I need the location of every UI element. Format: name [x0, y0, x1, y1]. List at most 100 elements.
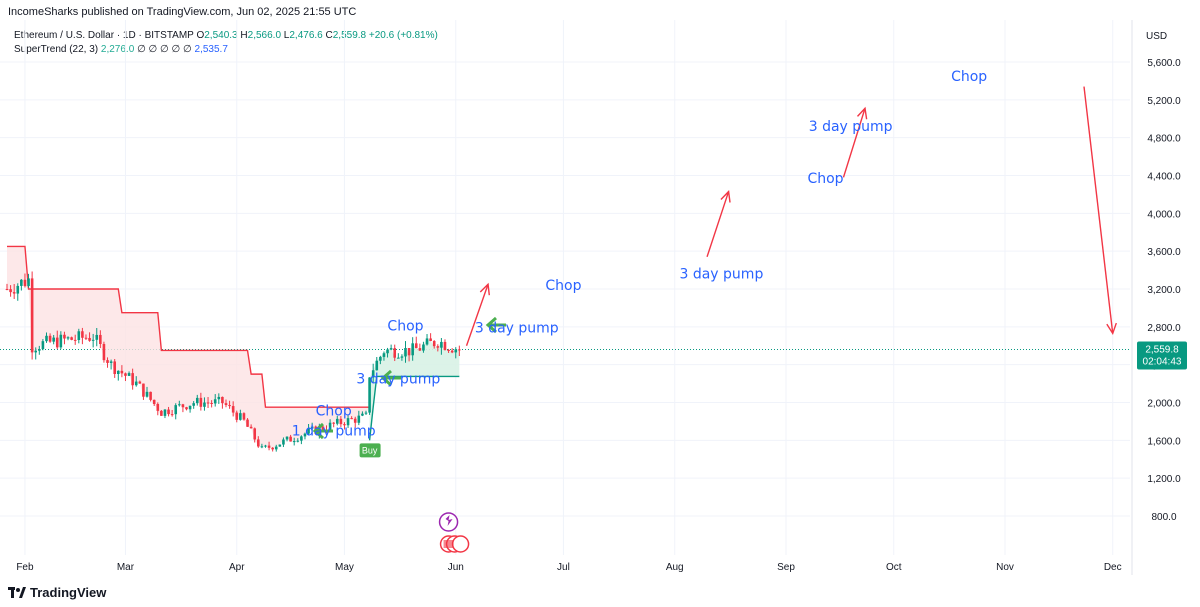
- x-axis[interactable]: Feb Mar Apr May Jun Jul Aug Sep Oct Nov Dec: [16, 562, 1121, 573]
- candle-body: [34, 350, 38, 353]
- y-tick-label: 4,000.0: [1147, 209, 1181, 220]
- annotation-label: 3 day pump: [356, 372, 440, 388]
- x-tick-label: Sep: [777, 562, 795, 573]
- supertrend-bull-area: [369, 338, 460, 441]
- flag-icon: [443, 540, 454, 548]
- candle-body: [332, 422, 335, 424]
- candle-body: [422, 344, 425, 351]
- indicator-legend[interactable]: SuperTrend (22, 3) 2,276.0 ∅ ∅ ∅ ∅ ∅ 2,5…: [14, 44, 228, 55]
- price-tag-countdown: 02:04:43: [1143, 357, 1182, 368]
- candle-body: [95, 334, 99, 340]
- candle-body: [160, 410, 163, 416]
- x-tick-label: Nov: [996, 562, 1014, 573]
- projection-arrow-head: [856, 106, 868, 120]
- x-tick-label: Oct: [886, 562, 902, 573]
- symbol-legend: Ethereum / U.S. Dollar · 1D · BITSTAMP O…: [14, 30, 438, 41]
- candle-body: [203, 402, 206, 407]
- candle-body: [228, 405, 231, 407]
- supertrend-fill: [7, 246, 460, 450]
- indicator-value: 2,276.0: [100, 44, 135, 55]
- candle-body: [12, 292, 16, 294]
- candle-body: [127, 373, 131, 376]
- candle-body: [443, 341, 447, 350]
- candle-body: [289, 436, 292, 442]
- candle-body: [116, 370, 120, 375]
- candle-body: [120, 370, 124, 374]
- y-tick-label: 5,600.0: [1147, 58, 1181, 69]
- y-tick-label: 2,000.0: [1147, 399, 1181, 410]
- candle-body: [70, 337, 73, 340]
- annotation-label: 3 day pump: [809, 119, 893, 135]
- candle-body: [429, 338, 432, 342]
- candle-body: [81, 331, 84, 338]
- candle-body: [249, 426, 253, 429]
- candle-body: [213, 399, 217, 404]
- candle-body: [253, 428, 257, 440]
- candles: [5, 271, 461, 452]
- projection-arrow-head: [1106, 322, 1117, 336]
- economic-event-icon[interactable]: [451, 535, 470, 553]
- candle-body: [357, 415, 361, 423]
- candle-body: [257, 439, 260, 447]
- y-tick-label: 2,800.0: [1147, 323, 1181, 334]
- candle-body: [400, 356, 404, 358]
- candle-body: [343, 424, 346, 426]
- y-axis[interactable]: 800.01,200.01,600.02,000.02,400.02,800.0…: [1131, 20, 1181, 575]
- price-tag-box: [1137, 341, 1187, 370]
- candle-body: [418, 348, 422, 351]
- currency-label[interactable]: USD: [1146, 31, 1168, 42]
- x-tick-label: Mar: [117, 562, 135, 573]
- candle-body: [185, 407, 188, 410]
- candle-body: [55, 337, 59, 348]
- green-arrow-2-head: [380, 369, 392, 387]
- candle-body: [9, 289, 12, 293]
- indicator-value-2: 2,535.7: [194, 44, 228, 55]
- candle-body: [368, 377, 371, 413]
- candle-body: [170, 414, 174, 416]
- candle-body: [134, 381, 138, 386]
- candle-body: [242, 413, 246, 420]
- price-tag-value: 2,559.8: [1145, 345, 1179, 356]
- candle-body: [30, 278, 34, 353]
- candle-body: [371, 370, 375, 378]
- candle-body: [389, 348, 393, 350]
- candle-body: [221, 396, 224, 404]
- candle-body: [321, 426, 325, 430]
- candle-body: [454, 349, 458, 353]
- candle-body: [267, 445, 271, 448]
- candle-body: [178, 404, 181, 406]
- candle-body: [199, 397, 203, 407]
- candle-body: [106, 360, 109, 363]
- x-tick-label: May: [335, 562, 354, 573]
- candle-body: [411, 343, 414, 356]
- candle-body: [379, 356, 382, 361]
- candle-body: [131, 373, 134, 386]
- event-icons[interactable]: [438, 512, 470, 553]
- candle-body: [450, 350, 454, 353]
- candle-body: [246, 419, 249, 427]
- green-arrow-3-head: [485, 316, 497, 334]
- x-tick-label: Jun: [448, 562, 464, 573]
- candle-body: [382, 353, 386, 357]
- candle-body: [5, 289, 9, 290]
- close-label: C: [325, 30, 333, 41]
- y-tick-label: 4,400.0: [1147, 172, 1181, 183]
- candle-body: [124, 373, 127, 376]
- candle-body: [224, 403, 228, 406]
- annotation-label: Chop: [545, 278, 581, 294]
- low-value: 2,476.6: [289, 30, 323, 41]
- candle-body: [163, 409, 167, 416]
- green-arrow-1-head: [312, 422, 324, 440]
- x-tick-label: Jul: [557, 562, 570, 573]
- candle-body: [99, 334, 102, 345]
- candle-body: [436, 346, 440, 348]
- y-tick-label: 5,200.0: [1147, 96, 1181, 107]
- close-value: 2,559.8: [332, 30, 367, 41]
- candle-body: [335, 418, 339, 424]
- candle-body: [404, 348, 407, 357]
- candle-body: [303, 433, 307, 437]
- candle-body: [386, 349, 389, 354]
- annotation-label: 3 day pump: [475, 321, 559, 337]
- candle-body: [142, 383, 145, 397]
